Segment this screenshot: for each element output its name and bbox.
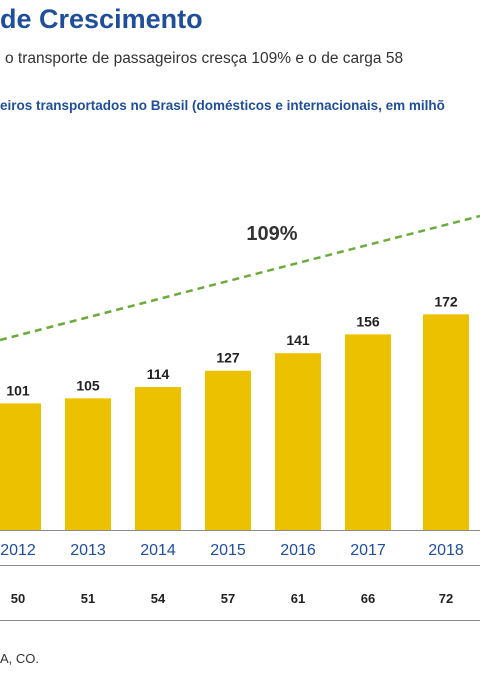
source-note: A, CO.: [0, 651, 40, 666]
bar-2017: [345, 334, 391, 530]
second-row-value: 66: [361, 591, 375, 606]
second-row-value: 50: [11, 591, 25, 606]
bars-group: 101 2012 50 105 2013 51 114 2014 54 127 2015 57 141 2…: [0, 293, 469, 606]
trend-line: [0, 214, 480, 342]
bar-2015: [205, 370, 251, 530]
bar-value-label: 127: [216, 350, 240, 366]
x-tick-label: 2013: [70, 542, 106, 559]
bar-value-label: 114: [147, 366, 170, 382]
x-tick-label: 2012: [0, 542, 36, 559]
bar-value-label: 105: [76, 377, 100, 393]
bar-value-label: 156: [356, 313, 380, 329]
x-tick-label: 2018: [428, 542, 464, 559]
x-tick-label: 2015: [210, 542, 246, 559]
bar-value-label: 101: [6, 382, 30, 398]
second-row-value: 61: [291, 591, 305, 606]
page-title: de Crescimento: [0, 4, 203, 34]
second-row-value: 54: [151, 591, 166, 606]
second-row-value: 51: [81, 591, 95, 606]
bar-2018: [423, 314, 469, 530]
growth-label: 109%: [246, 223, 297, 245]
x-tick-label: 2017: [350, 542, 386, 559]
x-tick-label: 2014: [140, 542, 176, 559]
second-row-value: 57: [221, 591, 235, 606]
second-row-value: 72: [439, 591, 453, 606]
page-subtitle: o transporte de passageiros cresça 109% …: [5, 50, 404, 67]
bar-value-label: 141: [286, 332, 310, 348]
bar-2016: [275, 353, 321, 530]
bar-value-label: 172: [434, 293, 458, 309]
bar-2013: [65, 398, 111, 530]
chart-title: eiros transportados no Brasil (doméstico…: [0, 98, 445, 113]
bar-2014: [135, 387, 181, 530]
x-tick-label: 2016: [280, 542, 316, 559]
bar-2012: [0, 403, 41, 530]
